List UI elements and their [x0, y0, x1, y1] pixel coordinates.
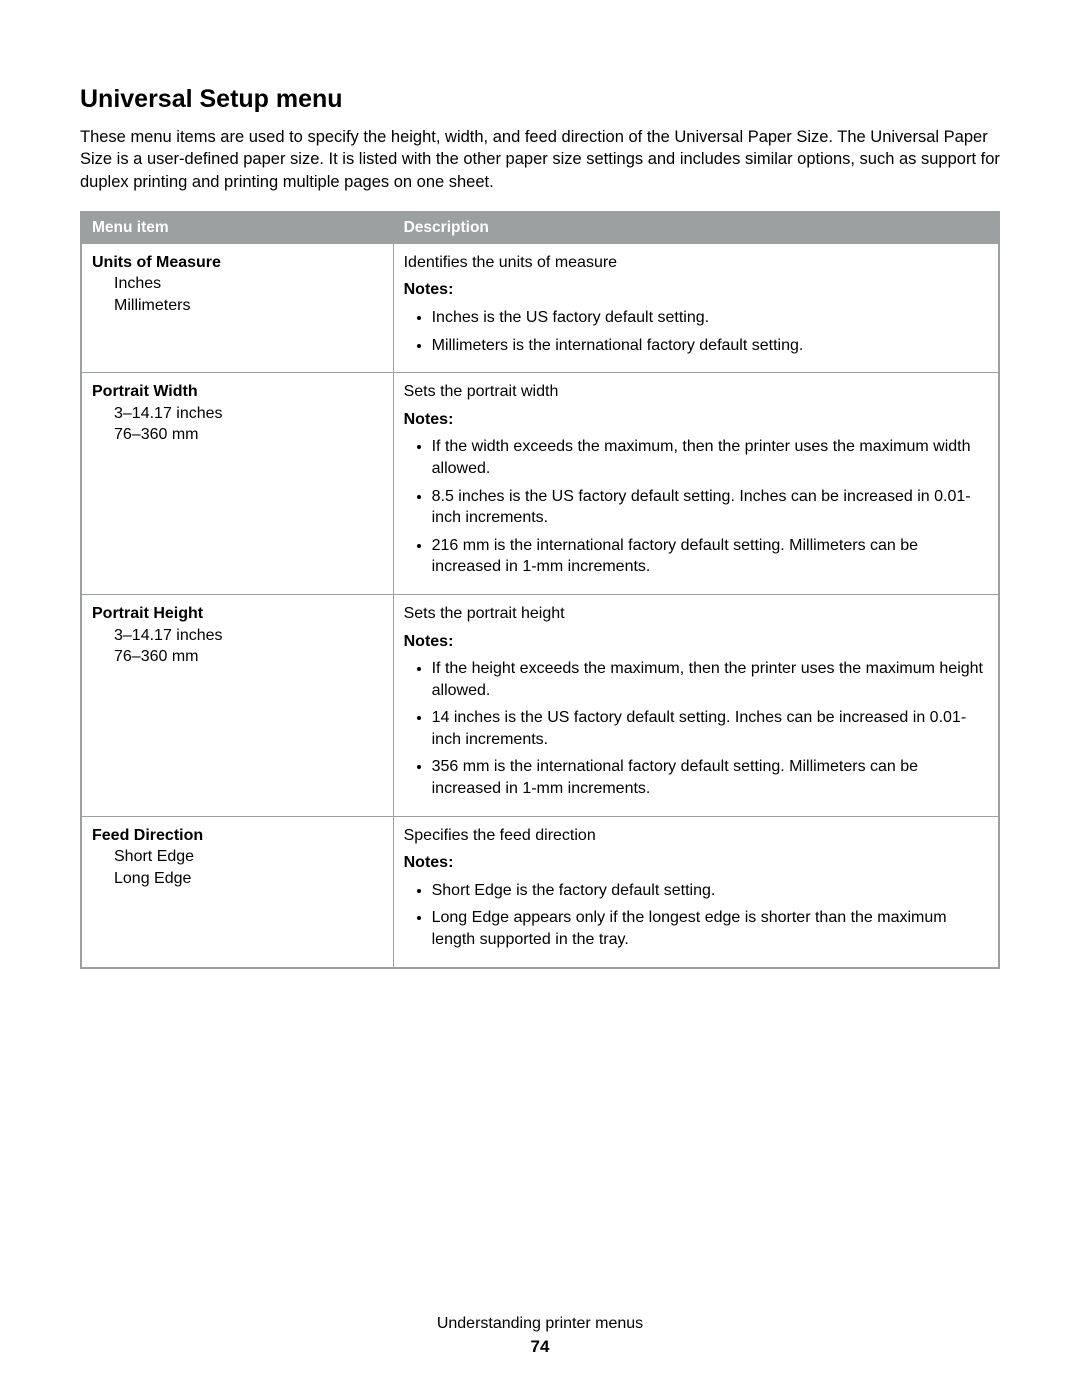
notes-list: Inches is the US factory default setting… — [404, 307, 988, 356]
page-number: 74 — [0, 1337, 1080, 1357]
note-item: Long Edge appears only if the longest ed… — [432, 907, 988, 950]
table-row: Portrait Height 3–14.17 inches 76–360 mm… — [81, 594, 999, 816]
page-title: Universal Setup menu — [80, 85, 1000, 114]
menu-item-sub: 3–14.17 inches — [92, 403, 383, 425]
description-cell: Specifies the feed direction Notes: Shor… — [393, 816, 999, 967]
footer-text: Understanding printer menus — [0, 1315, 1080, 1333]
note-item: 14 inches is the US factory default sett… — [432, 707, 988, 750]
description-line: Identifies the units of measure — [404, 252, 988, 274]
table-row: Portrait Width 3–14.17 inches 76–360 mm … — [81, 373, 999, 595]
page-container: Universal Setup menu These menu items ar… — [0, 0, 1080, 1397]
notes-label: Notes: — [404, 279, 988, 301]
table-row: Feed Direction Short Edge Long Edge Spec… — [81, 816, 999, 967]
notes-list: If the width exceeds the maximum, then t… — [404, 436, 988, 578]
notes-list: If the height exceeds the maximum, then … — [404, 658, 988, 800]
menu-item-sub: 76–360 mm — [92, 646, 383, 668]
note-item: 216 mm is the international factory defa… — [432, 535, 988, 578]
notes-list: Short Edge is the factory default settin… — [404, 880, 988, 951]
intro-paragraph: These menu items are used to specify the… — [80, 126, 1000, 193]
description-line: Sets the portrait height — [404, 603, 988, 625]
description-cell: Sets the portrait width Notes: If the wi… — [393, 373, 999, 595]
table-row: Units of Measure Inches Millimeters Iden… — [81, 243, 999, 372]
menu-item-title: Portrait Height — [92, 603, 383, 625]
menu-item-sub: Long Edge — [92, 868, 383, 890]
note-item: 8.5 inches is the US factory default set… — [432, 486, 988, 529]
description-line: Specifies the feed direction — [404, 825, 988, 847]
page-footer: Understanding printer menus 74 — [0, 1315, 1080, 1357]
note-item: Millimeters is the international factory… — [432, 335, 988, 357]
menu-item-cell: Portrait Width 3–14.17 inches 76–360 mm — [81, 373, 393, 595]
menu-item-sub: Inches — [92, 273, 383, 295]
note-item: Inches is the US factory default setting… — [432, 307, 988, 329]
description-cell: Sets the portrait height Notes: If the h… — [393, 594, 999, 816]
notes-label: Notes: — [404, 631, 988, 653]
menu-item-cell: Portrait Height 3–14.17 inches 76–360 mm — [81, 594, 393, 816]
menu-item-title: Portrait Width — [92, 381, 383, 403]
note-item: 356 mm is the international factory defa… — [432, 756, 988, 799]
menu-item-cell: Feed Direction Short Edge Long Edge — [81, 816, 393, 967]
menu-item-sub: Short Edge — [92, 846, 383, 868]
notes-label: Notes: — [404, 852, 988, 874]
col-header-menu-item: Menu item — [81, 212, 393, 244]
description-line: Sets the portrait width — [404, 381, 988, 403]
menu-item-title: Units of Measure — [92, 252, 383, 274]
menu-item-sub: 3–14.17 inches — [92, 625, 383, 647]
description-cell: Identifies the units of measure Notes: I… — [393, 243, 999, 372]
menu-item-sub: Millimeters — [92, 295, 383, 317]
note-item: If the width exceeds the maximum, then t… — [432, 436, 988, 479]
note-item: Short Edge is the factory default settin… — [432, 880, 988, 902]
menu-item-title: Feed Direction — [92, 825, 383, 847]
menu-item-cell: Units of Measure Inches Millimeters — [81, 243, 393, 372]
note-item: If the height exceeds the maximum, then … — [432, 658, 988, 701]
menu-item-sub: 76–360 mm — [92, 424, 383, 446]
notes-label: Notes: — [404, 409, 988, 431]
menu-table: Menu item Description Units of Measure I… — [80, 211, 1000, 969]
col-header-description: Description — [393, 212, 999, 244]
